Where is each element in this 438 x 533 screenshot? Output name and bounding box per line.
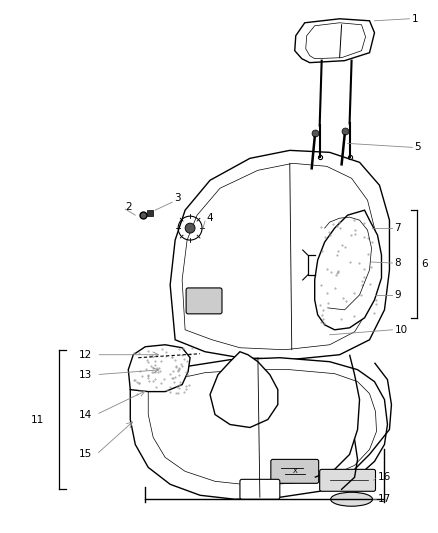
PathPatch shape (209, 352, 277, 427)
Text: 4: 4 (205, 213, 212, 223)
Text: 17: 17 (377, 494, 390, 504)
Text: 2: 2 (125, 202, 132, 212)
Text: 1: 1 (410, 14, 417, 24)
PathPatch shape (170, 150, 389, 360)
Text: 14: 14 (78, 409, 92, 419)
Circle shape (185, 223, 194, 233)
FancyBboxPatch shape (319, 470, 374, 491)
Text: 8: 8 (394, 258, 400, 268)
PathPatch shape (314, 210, 381, 330)
Text: 10: 10 (394, 325, 406, 335)
Text: 6: 6 (420, 259, 427, 269)
Text: 12: 12 (78, 350, 92, 360)
Text: X: X (292, 469, 297, 474)
PathPatch shape (130, 358, 387, 499)
Text: 16: 16 (377, 472, 390, 482)
Text: 3: 3 (174, 193, 180, 203)
Text: 15: 15 (78, 449, 92, 459)
Text: 5: 5 (413, 142, 420, 152)
Ellipse shape (330, 492, 372, 506)
Text: 13: 13 (78, 370, 92, 379)
PathPatch shape (128, 345, 190, 392)
Text: 7: 7 (394, 223, 400, 233)
Text: 11: 11 (31, 415, 44, 424)
FancyBboxPatch shape (186, 288, 222, 314)
FancyBboxPatch shape (270, 459, 318, 483)
PathPatch shape (294, 19, 374, 63)
FancyBboxPatch shape (240, 479, 279, 499)
Text: 9: 9 (394, 290, 400, 300)
